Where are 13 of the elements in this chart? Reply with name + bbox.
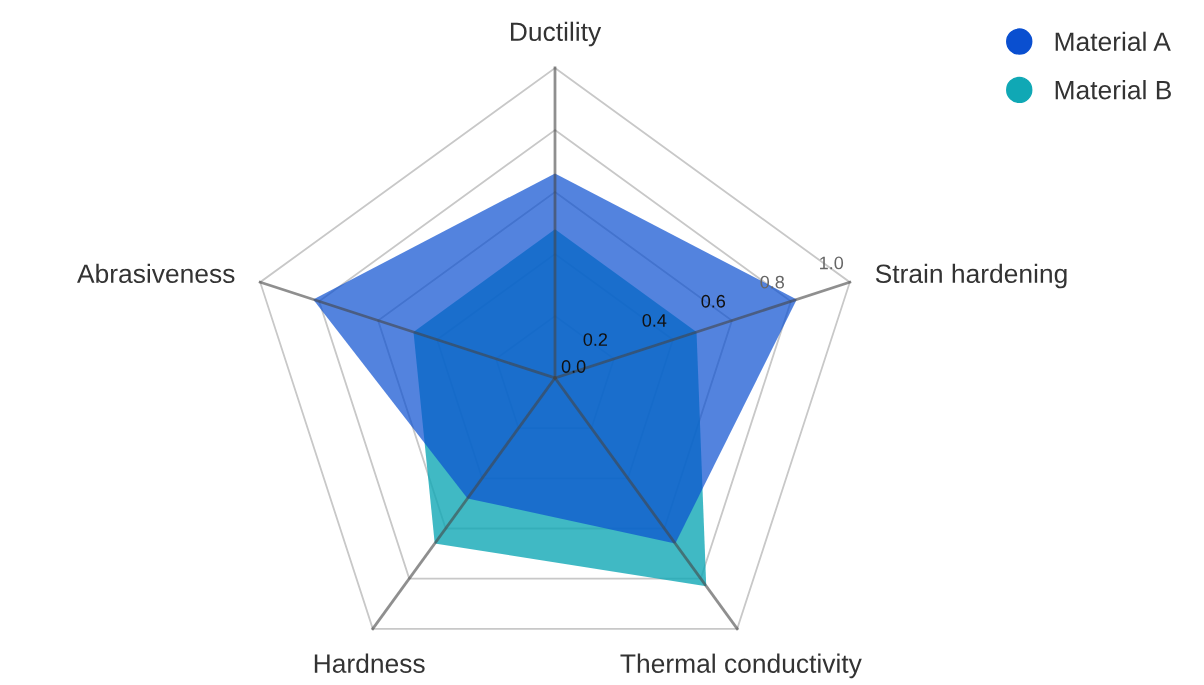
y-tick-label: 0.8 [760,275,785,289]
y-tick-label: 0.4 [642,314,667,327]
y-tick-label: 0.2 [583,333,608,346]
spoke-label: Abrasiveness [77,263,235,284]
spoke-label: Hardness [314,653,425,673]
spoke-label: Strain hardening [875,263,1067,289]
y-tick-label: 1.0 [820,256,844,270]
spoke-label: Thermal conductivity [620,653,862,679]
legend-label: Material B [1055,80,1171,100]
spoke-label: Ductility [510,21,602,47]
y-tick-label: 0.6 [701,294,726,308]
y-tick-label: 0.0 [561,360,586,373]
legend-label: Material A [1055,31,1171,52]
